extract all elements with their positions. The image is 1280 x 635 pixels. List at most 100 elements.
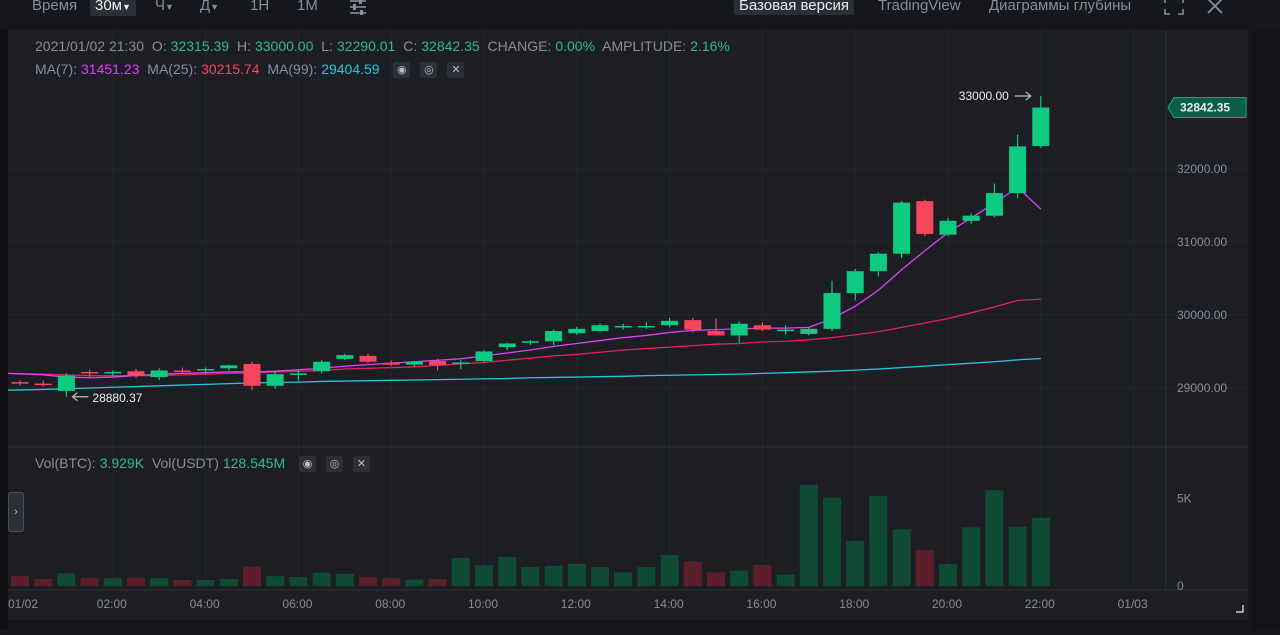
candle-body (730, 323, 748, 336)
settings-icon[interactable]: ◎ (420, 62, 438, 79)
orderbook-edge-panel (1252, 30, 1280, 630)
vol-usdt-value: 128.545M (222, 455, 286, 471)
y-tick-label: 30000.00 (1177, 308, 1227, 322)
x-tick-label: 10:00 (468, 597, 498, 611)
candle-body (568, 328, 586, 334)
candle-body (614, 325, 632, 328)
candle-body (11, 382, 29, 384)
vol-btc-value: 3.929K (99, 455, 145, 471)
view-basic-button[interactable]: Базовая версия (734, 0, 854, 15)
volume-bar (451, 557, 470, 586)
arrow-left-icon (71, 392, 89, 402)
high-annotation: 33000.00 (959, 89, 1009, 103)
candle-body (777, 329, 795, 332)
candle-body (336, 355, 354, 359)
vol-tick-label: 5K (1177, 491, 1192, 505)
volume-bar (196, 580, 215, 586)
volume-bar (591, 567, 609, 586)
volume-bar (219, 578, 238, 586)
volume-bar (1031, 517, 1050, 586)
close-icon[interactable] (1206, 0, 1224, 20)
candle-body (800, 328, 818, 334)
interval-week-button[interactable]: 1Н (250, 0, 270, 14)
chevron-down-icon: ▼ (122, 2, 131, 12)
volume-bar (34, 578, 53, 586)
eye-icon[interactable]: ◉ (393, 62, 411, 79)
amplitude-label: AMPLITUDE: (602, 38, 687, 54)
volume-bar (915, 550, 934, 586)
ma99-label: MA(99): (267, 61, 318, 77)
volume-bar (730, 570, 749, 586)
change-label: CHANGE: (487, 38, 552, 54)
volume-bar (869, 495, 888, 586)
eye-icon[interactable]: ◉ (299, 456, 317, 473)
x-tick-label: 08:00 (375, 597, 405, 611)
close-value: 32842.35 (421, 38, 480, 54)
close-icon[interactable]: ✕ (353, 456, 371, 473)
interval-day-button[interactable]: Д▼ (200, 0, 220, 14)
candle-body (289, 373, 307, 375)
candle-body (197, 369, 215, 371)
high-value: 33000.00 (254, 38, 314, 54)
volume-bar (823, 497, 841, 586)
volume-bar (335, 573, 354, 586)
candle-body (429, 360, 447, 366)
volume-bar (11, 576, 29, 586)
left-edge-panel (0, 30, 8, 630)
view-depth-button[interactable]: Диаграммы глубины (989, 0, 1132, 14)
volume-bar (405, 579, 424, 586)
volume-bar (289, 576, 308, 586)
x-tick-label: 22:00 (1025, 597, 1055, 611)
volume-bar (660, 554, 679, 586)
candle-body (545, 331, 563, 342)
view-tradingview-button[interactable]: TradingView (878, 0, 961, 14)
volume-bar (683, 561, 702, 586)
volume-bar (127, 577, 145, 586)
candle-body (521, 341, 539, 343)
chevron-down-icon: ▼ (210, 2, 220, 12)
ma7-line (7, 186, 1042, 379)
volume-bar (428, 578, 447, 586)
volume-bar (382, 578, 401, 586)
candle-body (962, 215, 980, 221)
high-label: H: (236, 38, 251, 54)
volume-bar (521, 567, 540, 586)
settings-icon[interactable]: ◎ (326, 456, 344, 473)
interval-30m-button[interactable]: 30м▼ (90, 0, 136, 16)
x-tick-label: 20:00 (932, 597, 962, 611)
close-icon[interactable]: ✕ (447, 62, 465, 79)
volume-bar (57, 573, 76, 586)
fullscreen-icon[interactable] (1163, 0, 1185, 20)
candle-body (637, 325, 655, 328)
vol-tick-label: 0 (1177, 579, 1184, 593)
vol-usdt-label: Vol(USDT) (151, 455, 219, 471)
settings-sliders-icon[interactable] (348, 0, 368, 20)
volume-bar (614, 572, 633, 586)
y-tick-label: 31000.00 (1177, 235, 1227, 249)
x-tick-label: 06:00 (282, 597, 312, 611)
change-value: 0.00% (555, 38, 596, 54)
last-price-tag (1167, 97, 1247, 118)
x-tick-label: 01/03 (1118, 597, 1148, 611)
ma-info: MA(7): 31451.23 MA(25): 30215.74 MA(99): 29… (35, 61, 468, 79)
last-price-label: 32842.35 (1180, 101, 1230, 115)
arrow-right-icon (1014, 91, 1032, 101)
volume-bar (985, 490, 1004, 586)
ohlc-info: 2021/01/02 21:30 O: 32315.39 H: 33000.00 L… (35, 38, 734, 54)
volume-bar (498, 556, 517, 586)
interval-hour-button[interactable]: Ч▼ (155, 0, 174, 14)
volume-bar (753, 564, 772, 586)
volume-bar (776, 574, 795, 586)
volume-bar (637, 567, 656, 586)
chevron-right-icon[interactable]: › (8, 492, 24, 532)
interval-month-button[interactable]: 1М (297, 0, 318, 14)
volume-bar (892, 529, 911, 586)
ma99-value: 29404.59 (321, 61, 380, 77)
candle-body (475, 351, 493, 361)
x-tick-label: 12:00 (561, 597, 591, 611)
candle-body (916, 201, 934, 234)
volume-bar (567, 563, 586, 586)
candle-body (104, 371, 122, 374)
candle-body (173, 370, 191, 372)
